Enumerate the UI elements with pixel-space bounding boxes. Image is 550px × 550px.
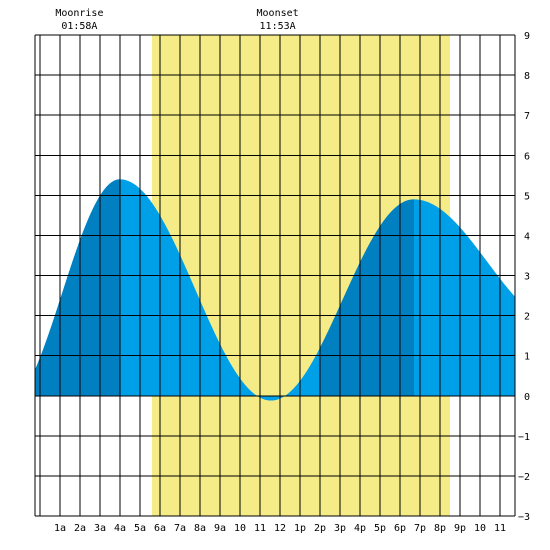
- moonrise-time: 01:58A: [61, 21, 97, 32]
- y-tick-label: −3: [518, 512, 530, 523]
- y-tick-label: 8: [524, 71, 530, 82]
- x-tick-label: 10: [234, 523, 246, 534]
- moonset-time: 11:53A: [260, 21, 296, 32]
- x-tick-label: 11: [494, 523, 506, 534]
- x-tick-label: 6p: [394, 523, 406, 534]
- moonrise-label: Moonrise: [55, 8, 103, 19]
- y-tick-label: 5: [524, 191, 530, 202]
- x-tick-label: 4p: [354, 523, 366, 534]
- y-tick-label: 3: [524, 272, 530, 283]
- y-tick-label: 7: [524, 111, 530, 122]
- x-tick-label: 10: [474, 523, 486, 534]
- tide-layer: [35, 179, 515, 401]
- x-tick-label: 3a: [94, 523, 106, 534]
- y-tick-label: 2: [524, 312, 530, 323]
- x-tick-label: 2a: [74, 523, 86, 534]
- x-tick-label: 3p: [334, 523, 346, 534]
- y-tick-label: 9: [524, 31, 530, 42]
- x-tick-label: 12: [274, 523, 286, 534]
- x-tick-label: 9a: [214, 523, 226, 534]
- y-tick-labels: −3 −2 −1 0 1 2 3 4 5 6 7 8 9: [518, 31, 530, 523]
- y-tick-label: 4: [524, 231, 530, 242]
- x-tick-label: 7p: [414, 523, 426, 534]
- x-tick-label: 1a: [54, 523, 66, 534]
- y-tick-label: −2: [518, 472, 530, 483]
- x-tick-labels: 1a 2a 3a 4a 5a 6a 7a 8a 9a 10 11 12 1p 2p 3p 4p 5p 6p 7p 8p…: [54, 523, 506, 534]
- tide-area-rising-1: [35, 179, 120, 396]
- x-tick-label: 9p: [454, 523, 466, 534]
- y-tick-label: 1: [524, 352, 530, 363]
- tide-area-rising-2: [320, 199, 414, 396]
- x-tick-label: 2p: [314, 523, 326, 534]
- x-tick-label: 5p: [374, 523, 386, 534]
- moon-labels: Moonrise 01:58A Moonset 11:53A: [55, 8, 298, 32]
- x-tick-label: 7a: [174, 523, 186, 534]
- x-tick-label: 6a: [154, 523, 166, 534]
- x-tick-label: 1p: [294, 523, 306, 534]
- x-tick-label: 11: [254, 523, 266, 534]
- moonset-label: Moonset: [257, 8, 299, 19]
- x-tick-label: 4a: [114, 523, 126, 534]
- x-tick-label: 8p: [434, 523, 446, 534]
- grid-layer: [34, 34, 516, 517]
- y-tick-label: 0: [524, 392, 530, 403]
- y-tick-label: 6: [524, 151, 530, 162]
- x-tick-label: 8a: [194, 523, 206, 534]
- x-tick-label: 5a: [134, 523, 146, 534]
- y-tick-label: −1: [518, 432, 530, 443]
